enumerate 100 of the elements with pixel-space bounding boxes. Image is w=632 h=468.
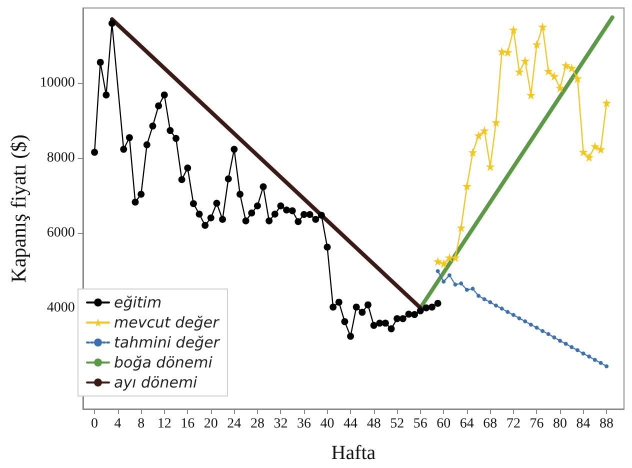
- point: [178, 176, 186, 184]
- x-tick-label: 44: [344, 416, 358, 432]
- point: [271, 210, 278, 218]
- point: [433, 256, 442, 266]
- point: [149, 122, 156, 130]
- x-tick-label: 12: [157, 416, 172, 432]
- point: [202, 222, 209, 229]
- x-tick-label: 76: [530, 416, 544, 432]
- point: [570, 345, 574, 350]
- point: [511, 312, 516, 317]
- point: [306, 211, 314, 218]
- point: [300, 211, 308, 218]
- x-tick-label: 80: [553, 416, 567, 432]
- point: [598, 360, 603, 365]
- x-tick-label: 72: [506, 416, 520, 432]
- point: [508, 25, 518, 34]
- point: [544, 66, 553, 76]
- x-tick-label: 64: [460, 416, 474, 432]
- x-tick-label: 24: [227, 416, 242, 432]
- point: [219, 216, 226, 223]
- point: [462, 182, 472, 191]
- point: [318, 212, 325, 219]
- point: [492, 118, 500, 127]
- point: [590, 142, 600, 151]
- point: [388, 325, 395, 332]
- point: [517, 316, 522, 320]
- point: [405, 310, 412, 318]
- point: [382, 320, 389, 327]
- point: [254, 202, 261, 210]
- point: [416, 307, 424, 314]
- point: [96, 58, 104, 66]
- x-tick-label: 0: [91, 416, 98, 432]
- point: [248, 210, 256, 216]
- point: [604, 364, 609, 368]
- point: [558, 338, 562, 343]
- x-tick-label: 88: [600, 416, 614, 432]
- point: [464, 288, 469, 292]
- point: [476, 294, 481, 298]
- point: [341, 318, 348, 326]
- point: [581, 352, 586, 356]
- point: [335, 298, 342, 306]
- x-tick-label: 32: [274, 416, 288, 432]
- point: [453, 282, 458, 287]
- point: [540, 329, 545, 334]
- point: [91, 148, 98, 156]
- point: [584, 152, 594, 162]
- legend-label: tahmini değer: [114, 334, 220, 352]
- point: [352, 304, 360, 311]
- point: [486, 162, 495, 172]
- point: [260, 183, 267, 190]
- x-tick-label: 84: [576, 416, 590, 432]
- point: [294, 218, 302, 226]
- point: [242, 217, 250, 224]
- point: [602, 98, 612, 108]
- point: [370, 322, 378, 329]
- point: [436, 269, 440, 274]
- point: [143, 141, 150, 148]
- point: [283, 206, 290, 214]
- legend-label: mevcut değer: [114, 314, 220, 332]
- point: [166, 127, 174, 134]
- point: [399, 315, 406, 322]
- x-tick-label: 68: [483, 416, 498, 432]
- point: [442, 280, 446, 284]
- point: [596, 144, 606, 154]
- point: [500, 306, 504, 311]
- point: [230, 146, 238, 153]
- point: [126, 134, 133, 142]
- x-tick-label: 28: [250, 416, 264, 432]
- point: [277, 202, 284, 210]
- point: [394, 315, 401, 322]
- point: [347, 332, 354, 340]
- point: [480, 126, 489, 136]
- point: [324, 244, 331, 251]
- point: [520, 56, 530, 66]
- point: [506, 310, 510, 314]
- x-tick-label: 16: [180, 416, 195, 432]
- point: [330, 304, 337, 311]
- point: [172, 134, 180, 142]
- x-axis-title: Hafta: [331, 442, 376, 464]
- x-tick-label: 52: [390, 416, 404, 432]
- point: [439, 259, 448, 268]
- point: [550, 72, 559, 81]
- y-tick-label: 6000: [46, 225, 75, 240]
- point: [236, 190, 244, 198]
- point: [482, 297, 486, 302]
- x-tick-label: 60: [436, 416, 451, 432]
- point: [364, 301, 372, 308]
- point: [488, 300, 492, 304]
- point: [474, 130, 484, 140]
- point: [459, 281, 464, 286]
- point: [428, 304, 436, 311]
- point: [567, 63, 576, 72]
- legend-label: ayı dönemi: [114, 374, 198, 392]
- point: [312, 216, 320, 223]
- point: [434, 300, 442, 307]
- point: [155, 102, 162, 110]
- point: [132, 198, 139, 206]
- point: [213, 200, 220, 207]
- point: [190, 200, 197, 208]
- point: [587, 354, 592, 359]
